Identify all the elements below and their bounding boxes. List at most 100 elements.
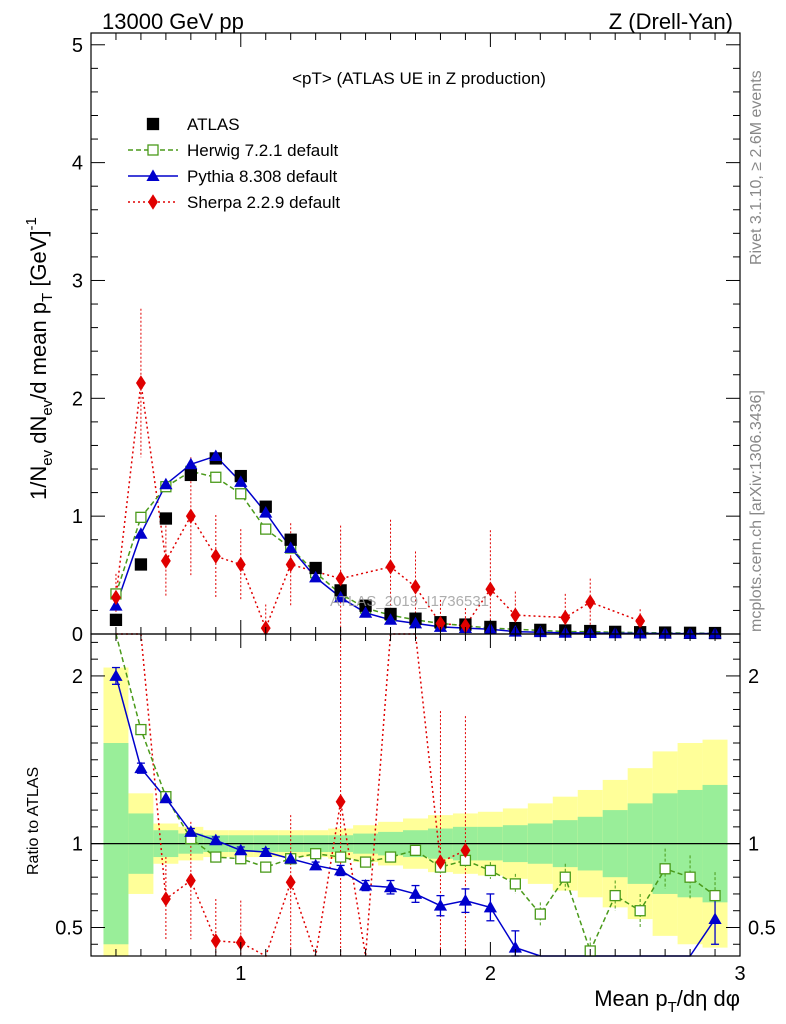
ratio-ytick-label-right: 1 <box>748 834 759 856</box>
herwig-point <box>135 511 147 523</box>
atlas-point <box>109 613 123 627</box>
x-tick-label: 3 <box>734 963 745 985</box>
ratio-herwig-point <box>634 905 646 917</box>
main-ylabel: 1/Nev dNev/d mean pT [GeV]-1 <box>23 217 56 500</box>
ratio-ytick-label-left: 2 <box>72 666 83 688</box>
mcplots-label: mcplots.cern.ch [arXiv:1306.3436] <box>748 390 765 632</box>
ratio-herwig-point <box>534 908 546 920</box>
ratio-herwig-point <box>334 851 347 863</box>
sherpa-point <box>385 559 396 575</box>
sherpa-point <box>285 556 296 573</box>
ratio-ylabel: Ratio to ATLAS <box>25 767 42 875</box>
header-right: Z (Drell-Yan) <box>609 9 733 34</box>
rivet-label: Rivet 3.1.10, ≥ 2.6M events <box>748 70 765 265</box>
ratio-ytick-label-left: 1 <box>72 834 83 856</box>
ratio-herwig-point <box>310 848 322 860</box>
ratio-pythia-point <box>483 900 497 913</box>
ratio-herwig-point <box>210 851 222 863</box>
ratio-pythia-point <box>708 912 722 925</box>
ratio-herwig-point <box>509 878 521 890</box>
ratio-pythia-point <box>309 858 323 871</box>
ratio-herwig-point <box>709 889 721 902</box>
ratio-herwig-point <box>609 889 621 902</box>
pythia-point <box>334 590 348 603</box>
ratio-herwig-point <box>484 864 497 877</box>
ratio-herwig-point <box>409 844 422 856</box>
ratio-pythia-point <box>408 887 423 899</box>
pythia-point <box>259 506 273 518</box>
main-ytick-label: 2 <box>72 388 83 410</box>
sherpa-point <box>460 618 471 634</box>
atlas-point <box>134 558 148 571</box>
pythia-point <box>234 475 248 487</box>
ratio-herwig-point <box>559 871 571 883</box>
ratio-sherpa-point <box>460 842 471 859</box>
legend-atlas-marker <box>146 117 160 131</box>
x-tick-label: 2 <box>485 963 496 985</box>
ratio-sherpa-point <box>335 794 346 810</box>
legend-label-sherpa: Sherpa 2.2.9 default <box>187 193 340 212</box>
ratio-pythia-point <box>383 880 398 893</box>
pythia-point <box>383 613 398 625</box>
ratio-pythia-point <box>284 852 298 864</box>
legend-herwig-marker <box>147 144 159 156</box>
main-ytick-label: 5 <box>72 35 83 57</box>
ratio-pythia-point <box>209 833 223 846</box>
ratio-sherpa-point <box>435 854 446 870</box>
sherpa-point <box>560 609 571 626</box>
ratio-ytick-label-right: 2 <box>748 666 759 688</box>
pythia-point <box>284 541 298 553</box>
ratio-pythia-point <box>508 941 522 953</box>
ratio-sherpa-point <box>285 874 296 890</box>
x-axis-label: Mean pT/dη dφ <box>594 986 740 1016</box>
main-ytick-label: 1 <box>72 506 83 528</box>
ratio-ytick-label-left: 0.5 <box>55 917 83 939</box>
pythia-point <box>184 457 198 470</box>
main-title: <pT> (ATLAS UE in Z production) <box>292 69 546 88</box>
legend-label-atlas: ATLAS <box>187 115 240 134</box>
ratio-pythia-point <box>334 863 348 876</box>
ratio-sherpa-line <box>115 633 466 958</box>
legend-pythia-marker <box>146 169 160 181</box>
x-tick-label: 1 <box>235 963 246 985</box>
main-ytick-label: 4 <box>72 153 83 175</box>
main-ytick-label: 3 <box>72 270 83 292</box>
sherpa-line <box>115 382 641 631</box>
ratio-pythia-point <box>109 669 123 681</box>
sherpa-point <box>185 508 196 524</box>
sherpa-point <box>585 594 596 610</box>
herwig-point <box>260 523 272 535</box>
ratio-herwig-point <box>260 861 272 873</box>
sherpa-point <box>135 375 146 391</box>
sherpa-point <box>335 570 346 587</box>
sherpa-point <box>635 613 646 629</box>
pythia-point <box>134 527 148 539</box>
ratio-pythia-point <box>159 791 173 804</box>
ratio-ytick-label-right: 0.5 <box>748 917 776 939</box>
ratio-pythia-point <box>358 878 373 891</box>
legend-sherpa-marker <box>148 194 158 210</box>
ratio-herwig-point <box>384 851 397 863</box>
pythia-point <box>408 616 423 629</box>
watermark: ATLAS_2019_I1736531 <box>330 593 489 610</box>
pythia-point <box>358 606 373 618</box>
herwig-point <box>235 488 247 500</box>
sherpa-point <box>210 548 221 564</box>
ratio-pythia-point <box>433 899 448 911</box>
legend-label-pythia: Pythia 8.308 default <box>187 167 338 186</box>
sherpa-point <box>111 589 121 606</box>
main-ytick-label: 0 <box>72 624 83 646</box>
ratio-pythia-point <box>184 825 198 837</box>
header-left: 13000 GeV pp <box>102 9 244 34</box>
ratio-sherpa-point <box>160 891 171 907</box>
ratio-sherpa-point <box>210 933 221 949</box>
pythia-point <box>159 477 173 490</box>
ratio-herwig-point <box>135 723 147 736</box>
legend: ATLAS Herwig 7.2.1 default Pythia 8.308 de… <box>128 115 340 212</box>
sherpa-point <box>410 579 421 595</box>
sherpa-point <box>235 556 246 573</box>
ratio-herwig-point <box>359 856 372 868</box>
legend-label-herwig: Herwig 7.2.1 default <box>187 141 338 160</box>
herwig-point <box>210 471 222 483</box>
sherpa-point <box>435 615 446 632</box>
